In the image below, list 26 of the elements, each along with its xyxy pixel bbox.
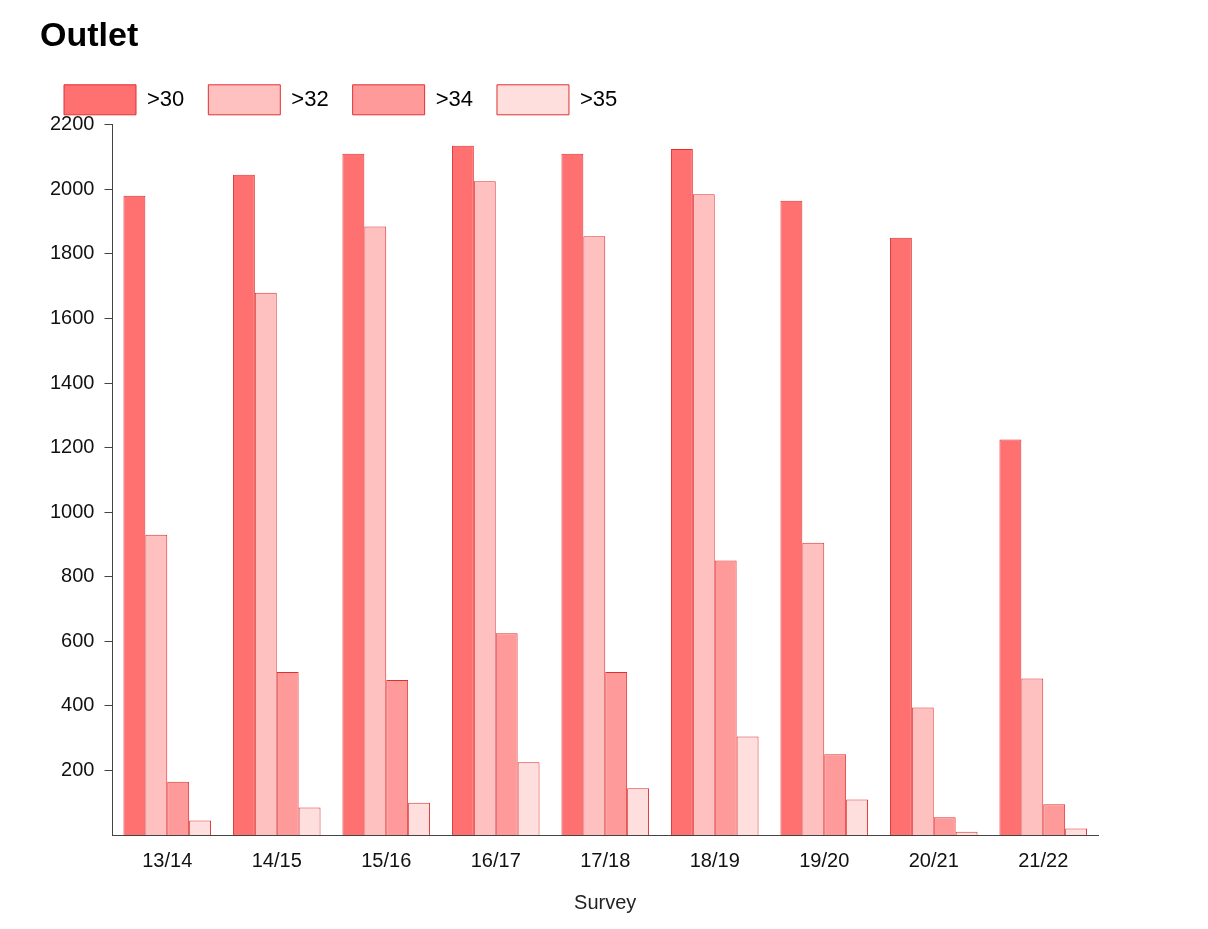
x-axis-title: Survey [574, 890, 637, 913]
x-tick-label: 14/15 [251, 848, 302, 871]
y-tick-label: 400 [61, 693, 95, 716]
legend-label: >30 [147, 85, 185, 111]
x-tick-label: 18/19 [689, 848, 740, 871]
x-tick-label: 17/18 [580, 848, 631, 871]
y-tick-label: 1200 [49, 435, 95, 458]
y-tick-label: 2200 [49, 112, 95, 135]
y-tick-label: 800 [61, 564, 95, 587]
y-tick-label: 200 [61, 757, 95, 780]
x-tick-label: 13/14 [142, 848, 193, 871]
x-tick-label: 21/22 [1018, 848, 1069, 871]
y-tick-label: 1000 [49, 499, 95, 522]
y-tick-label: 1600 [49, 306, 95, 329]
x-tick-label: 20/21 [908, 848, 959, 871]
x-tick-label: 15/16 [361, 848, 412, 871]
x-tick-label: 19/20 [799, 848, 850, 871]
x-tick-label: 16/17 [470, 848, 521, 871]
y-tick-label: 600 [61, 628, 95, 651]
legend-label: >32 [291, 85, 329, 111]
legend-label: >35 [579, 85, 618, 111]
y-tick-label: 1800 [49, 241, 95, 264]
y-tick-label: 2000 [49, 176, 95, 199]
chart-title: Outlet [40, 14, 139, 53]
y-tick-label: 1400 [49, 370, 95, 393]
legend-label: >34 [435, 85, 473, 111]
